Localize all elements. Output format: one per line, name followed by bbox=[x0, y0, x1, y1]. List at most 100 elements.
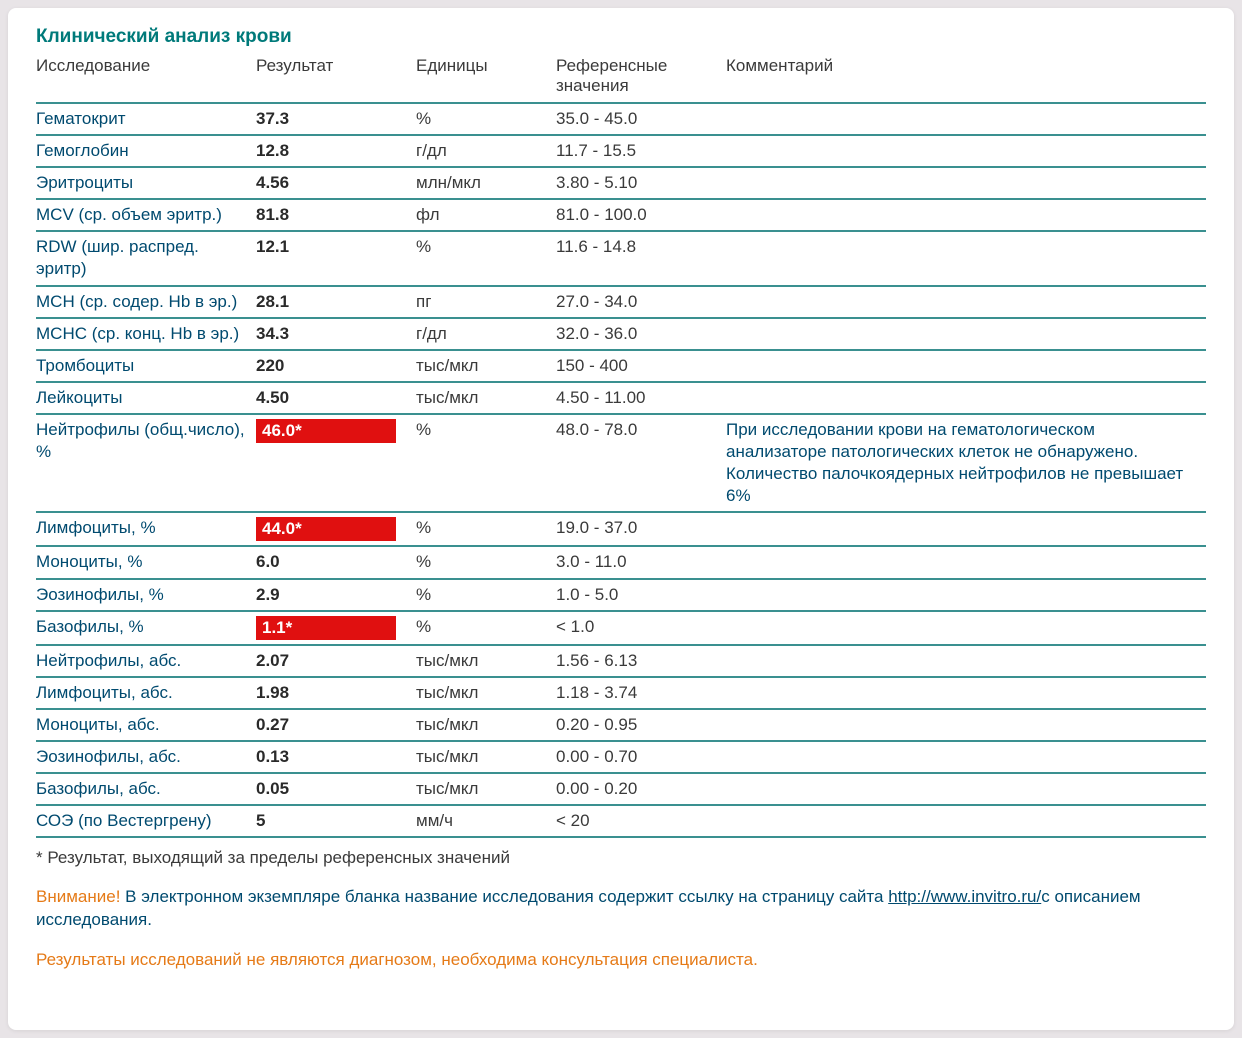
result-value: 12.1 bbox=[256, 231, 416, 285]
units-value: фл bbox=[416, 199, 556, 231]
table-row: Гематокрит37.3%35.0 - 45.0 bbox=[36, 103, 1206, 135]
result-value: 46.0* bbox=[256, 414, 416, 512]
col-ref: Референсные значения bbox=[556, 52, 726, 103]
study-name: Моноциты, абс. bbox=[36, 709, 256, 741]
study-name: Лейкоциты bbox=[36, 382, 256, 414]
study-name: Тромбоциты bbox=[36, 350, 256, 382]
table-row: Лейкоциты4.50тыс/мкл4.50 - 11.00 bbox=[36, 382, 1206, 414]
report-title: Клинический анализ крови bbox=[36, 26, 1206, 48]
comment-text bbox=[726, 318, 1206, 350]
reference-range: 32.0 - 36.0 bbox=[556, 318, 726, 350]
result-value: 5 bbox=[256, 805, 416, 837]
col-result: Результат bbox=[256, 52, 416, 103]
comment-text bbox=[726, 167, 1206, 199]
study-name: RDW (шир. распред. эритр) bbox=[36, 231, 256, 285]
footnote: * Результат, выходящий за пределы рефере… bbox=[36, 848, 1206, 868]
result-value: 4.50 bbox=[256, 382, 416, 414]
units-value: г/дл bbox=[416, 318, 556, 350]
disclaimer: Результаты исследований не являются диаг… bbox=[36, 950, 1206, 970]
study-name: MCH (ср. содер. Hb в эр.) bbox=[36, 286, 256, 318]
study-name: MCV (ср. объем эритр.) bbox=[36, 199, 256, 231]
result-value: 34.3 bbox=[256, 318, 416, 350]
col-units: Единицы bbox=[416, 52, 556, 103]
comment-text bbox=[726, 611, 1206, 645]
units-value: мм/ч bbox=[416, 805, 556, 837]
result-value: 2.07 bbox=[256, 645, 416, 677]
comment-text bbox=[726, 286, 1206, 318]
units-value: тыс/мкл bbox=[416, 741, 556, 773]
reference-range: 48.0 - 78.0 bbox=[556, 414, 726, 512]
table-row: Лимфоциты, %44.0*%19.0 - 37.0 bbox=[36, 512, 1206, 546]
table-row: Моноциты, %6.0%3.0 - 11.0 bbox=[36, 546, 1206, 578]
table-row: MCHC (ср. конц. Hb в эр.)34.3г/дл32.0 - … bbox=[36, 318, 1206, 350]
result-value: 6.0 bbox=[256, 546, 416, 578]
table-row: MCH (ср. содер. Hb в эр.)28.1пг27.0 - 34… bbox=[36, 286, 1206, 318]
report-sheet: Клинический анализ крови Исследование Ре… bbox=[8, 8, 1234, 1030]
units-value: % bbox=[416, 579, 556, 611]
units-value: % bbox=[416, 512, 556, 546]
table-row: СОЭ (по Вестергрену)5мм/ч< 20 bbox=[36, 805, 1206, 837]
comment-text bbox=[726, 579, 1206, 611]
result-value: 2.9 bbox=[256, 579, 416, 611]
table-row: Нейтрофилы, абс.2.07тыс/мкл1.56 - 6.13 bbox=[36, 645, 1206, 677]
comment-text bbox=[726, 773, 1206, 805]
reference-range: 11.7 - 15.5 bbox=[556, 135, 726, 167]
units-value: тыс/мкл bbox=[416, 709, 556, 741]
comment-text: При исследовании крови на гематологическ… bbox=[726, 414, 1206, 512]
comment-text bbox=[726, 741, 1206, 773]
table-row: Нейтрофилы (общ.число), %46.0*%48.0 - 78… bbox=[36, 414, 1206, 512]
reference-range: 150 - 400 bbox=[556, 350, 726, 382]
comment-text bbox=[726, 199, 1206, 231]
result-value: 1.1* bbox=[256, 611, 416, 645]
warning-url-link[interactable]: http://www.invitro.ru/ bbox=[888, 887, 1041, 906]
blood-results-table: Исследование Результат Единицы Референсн… bbox=[36, 52, 1206, 838]
units-value: пг bbox=[416, 286, 556, 318]
table-row: Тромбоциты220тыс/мкл150 - 400 bbox=[36, 350, 1206, 382]
reference-range: 1.0 - 5.0 bbox=[556, 579, 726, 611]
study-name: Гематокрит bbox=[36, 103, 256, 135]
reference-range: 4.50 - 11.00 bbox=[556, 382, 726, 414]
warning-text-before: В электронном экземпляре бланка название… bbox=[120, 887, 888, 906]
table-header-row: Исследование Результат Единицы Референсн… bbox=[36, 52, 1206, 103]
comment-text bbox=[726, 231, 1206, 285]
reference-range: 3.0 - 11.0 bbox=[556, 546, 726, 578]
units-value: % bbox=[416, 103, 556, 135]
reference-range: 1.18 - 3.74 bbox=[556, 677, 726, 709]
units-value: тыс/мкл bbox=[416, 773, 556, 805]
units-value: г/дл bbox=[416, 135, 556, 167]
study-name: Эозинофилы, % bbox=[36, 579, 256, 611]
table-row: Лимфоциты, абс.1.98тыс/мкл1.18 - 3.74 bbox=[36, 677, 1206, 709]
table-row: Базофилы, абс.0.05тыс/мкл0.00 - 0.20 bbox=[36, 773, 1206, 805]
result-value: 0.13 bbox=[256, 741, 416, 773]
study-name: Эозинофилы, абс. bbox=[36, 741, 256, 773]
units-value: % bbox=[416, 611, 556, 645]
study-name: Базофилы, абс. bbox=[36, 773, 256, 805]
comment-text bbox=[726, 677, 1206, 709]
study-name: Лимфоциты, абс. bbox=[36, 677, 256, 709]
comment-text bbox=[726, 512, 1206, 546]
study-name: Нейтрофилы, абс. bbox=[36, 645, 256, 677]
study-name: СОЭ (по Вестергрену) bbox=[36, 805, 256, 837]
reference-range: < 20 bbox=[556, 805, 726, 837]
result-value: 12.8 bbox=[256, 135, 416, 167]
table-row: Эритроциты4.56млн/мкл3.80 - 5.10 bbox=[36, 167, 1206, 199]
alert-badge: 1.1* bbox=[256, 616, 396, 640]
result-value: 220 bbox=[256, 350, 416, 382]
comment-text bbox=[726, 135, 1206, 167]
study-name: Гемоглобин bbox=[36, 135, 256, 167]
reference-range: 35.0 - 45.0 bbox=[556, 103, 726, 135]
warning-block: Внимание! В электронном экземпляре бланк… bbox=[36, 886, 1206, 932]
units-value: тыс/мкл bbox=[416, 382, 556, 414]
col-study: Исследование bbox=[36, 52, 256, 103]
table-row: MCV (ср. объем эритр.)81.8фл81.0 - 100.0 bbox=[36, 199, 1206, 231]
col-comment: Комментарий bbox=[726, 52, 1206, 103]
comment-text bbox=[726, 382, 1206, 414]
warning-label: Внимание! bbox=[36, 887, 120, 906]
study-name: Лимфоциты, % bbox=[36, 512, 256, 546]
alert-badge: 46.0* bbox=[256, 419, 396, 443]
reference-range: 0.20 - 0.95 bbox=[556, 709, 726, 741]
result-value: 81.8 bbox=[256, 199, 416, 231]
reference-range: < 1.0 bbox=[556, 611, 726, 645]
reference-range: 0.00 - 0.70 bbox=[556, 741, 726, 773]
study-name: Моноциты, % bbox=[36, 546, 256, 578]
